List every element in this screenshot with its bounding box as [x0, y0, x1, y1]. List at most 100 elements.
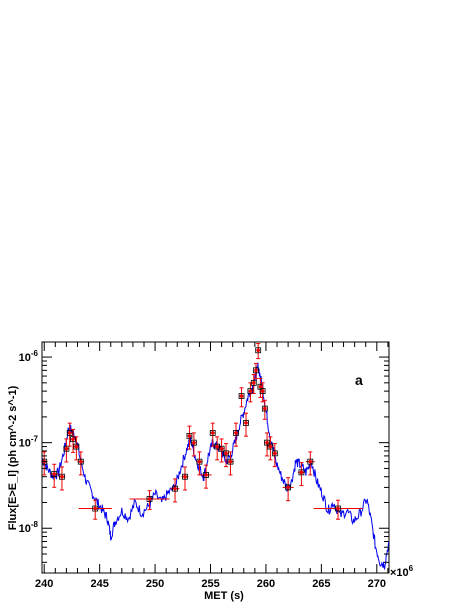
data-point	[181, 466, 189, 491]
data-point	[298, 462, 305, 487]
data-point	[73, 436, 80, 461]
y-tick-base: 10	[19, 438, 31, 450]
square-marker	[77, 458, 84, 465]
y-tick-exponent: -7	[31, 435, 39, 444]
dot-marker	[67, 431, 72, 435]
square-marker	[335, 505, 341, 512]
dot-marker	[265, 440, 269, 445]
square-marker	[271, 450, 278, 457]
data-point	[209, 422, 216, 447]
x-tick-label: 260	[257, 578, 275, 590]
data-point	[233, 422, 239, 447]
dot-marker	[74, 444, 79, 449]
y-axis-title: Flux[E>E_l] (ph cm^-2 s^-1)	[7, 385, 19, 530]
y-tick-label: 10-6	[19, 349, 39, 364]
data-point	[253, 363, 259, 380]
dot-marker	[192, 440, 196, 445]
square-marker	[73, 443, 80, 450]
dot-marker	[239, 394, 244, 398]
data-point	[305, 451, 315, 476]
y-tick-label: 10-8	[19, 520, 39, 535]
plot-border	[41, 341, 390, 574]
data-point	[42, 451, 48, 476]
dot-marker	[173, 486, 177, 491]
dot-marker	[299, 470, 304, 475]
dot-marker	[244, 421, 248, 425]
square-marker	[70, 436, 76, 443]
square-marker	[182, 473, 188, 480]
dot-marker	[234, 431, 238, 435]
dot-marker	[258, 384, 263, 389]
data-point	[282, 477, 294, 502]
square-marker	[190, 439, 197, 446]
data-point	[261, 399, 268, 420]
data-point	[267, 436, 274, 461]
square-marker	[146, 496, 153, 502]
dot-marker	[248, 389, 253, 393]
square-marker	[238, 393, 245, 399]
dot-marker	[260, 389, 265, 393]
data-point	[218, 438, 225, 463]
data-point	[250, 374, 257, 395]
data-point	[77, 451, 85, 476]
square-marker	[172, 485, 178, 492]
data-point	[313, 499, 363, 520]
square-marker	[267, 443, 274, 450]
dot-marker	[197, 459, 202, 464]
data-point	[70, 428, 76, 453]
flux-line	[42, 362, 389, 571]
square-marker	[243, 420, 249, 426]
dot-marker	[251, 381, 256, 385]
data-point	[196, 451, 203, 476]
x-tick-label: 245	[90, 578, 108, 590]
data-point	[200, 464, 212, 489]
y-tick-label: 10-7	[19, 435, 39, 450]
dot-marker	[93, 506, 98, 511]
y-tick-exponent: -8	[31, 520, 39, 529]
x-exponent-base: ×10	[390, 567, 409, 579]
y-tick-base: 10	[19, 352, 31, 364]
data-point	[58, 466, 66, 491]
square-marker	[247, 388, 254, 395]
square-marker	[285, 484, 292, 491]
square-marker	[196, 458, 203, 465]
dot-marker	[273, 451, 277, 456]
continuous-flux-series	[42, 362, 389, 571]
x-tick-label: 255	[201, 578, 219, 590]
x-tick-label: 240	[35, 578, 53, 590]
dot-marker	[224, 451, 228, 456]
square-marker	[227, 458, 234, 465]
y-tick-exponent: -6	[31, 349, 39, 358]
square-marker	[66, 430, 73, 436]
data-point	[227, 451, 234, 476]
dot-marker	[60, 474, 64, 479]
dot-marker	[268, 444, 273, 449]
data-point	[190, 432, 197, 457]
square-marker	[255, 347, 262, 354]
square-marker	[59, 473, 65, 480]
data-point	[259, 382, 266, 403]
square-marker	[92, 505, 99, 512]
dot-marker	[308, 459, 313, 464]
y-tick-base: 10	[19, 523, 31, 535]
square-marker	[218, 445, 225, 452]
plot-frame	[41, 341, 390, 574]
data-point	[186, 425, 193, 450]
dot-marker	[256, 348, 260, 353]
dot-marker	[147, 497, 152, 501]
data-point	[264, 432, 270, 457]
dot-marker	[263, 406, 267, 411]
x-exponent-label: ×106	[390, 564, 414, 579]
square-marker	[209, 430, 216, 436]
data-point	[78, 499, 112, 520]
data-point	[66, 422, 73, 447]
square-marker	[307, 458, 314, 465]
square-marker	[298, 469, 305, 476]
binned-flux-series	[42, 343, 363, 520]
data-point	[257, 377, 264, 398]
square-marker	[259, 388, 266, 395]
square-marker	[186, 432, 193, 439]
data-point	[170, 478, 180, 503]
